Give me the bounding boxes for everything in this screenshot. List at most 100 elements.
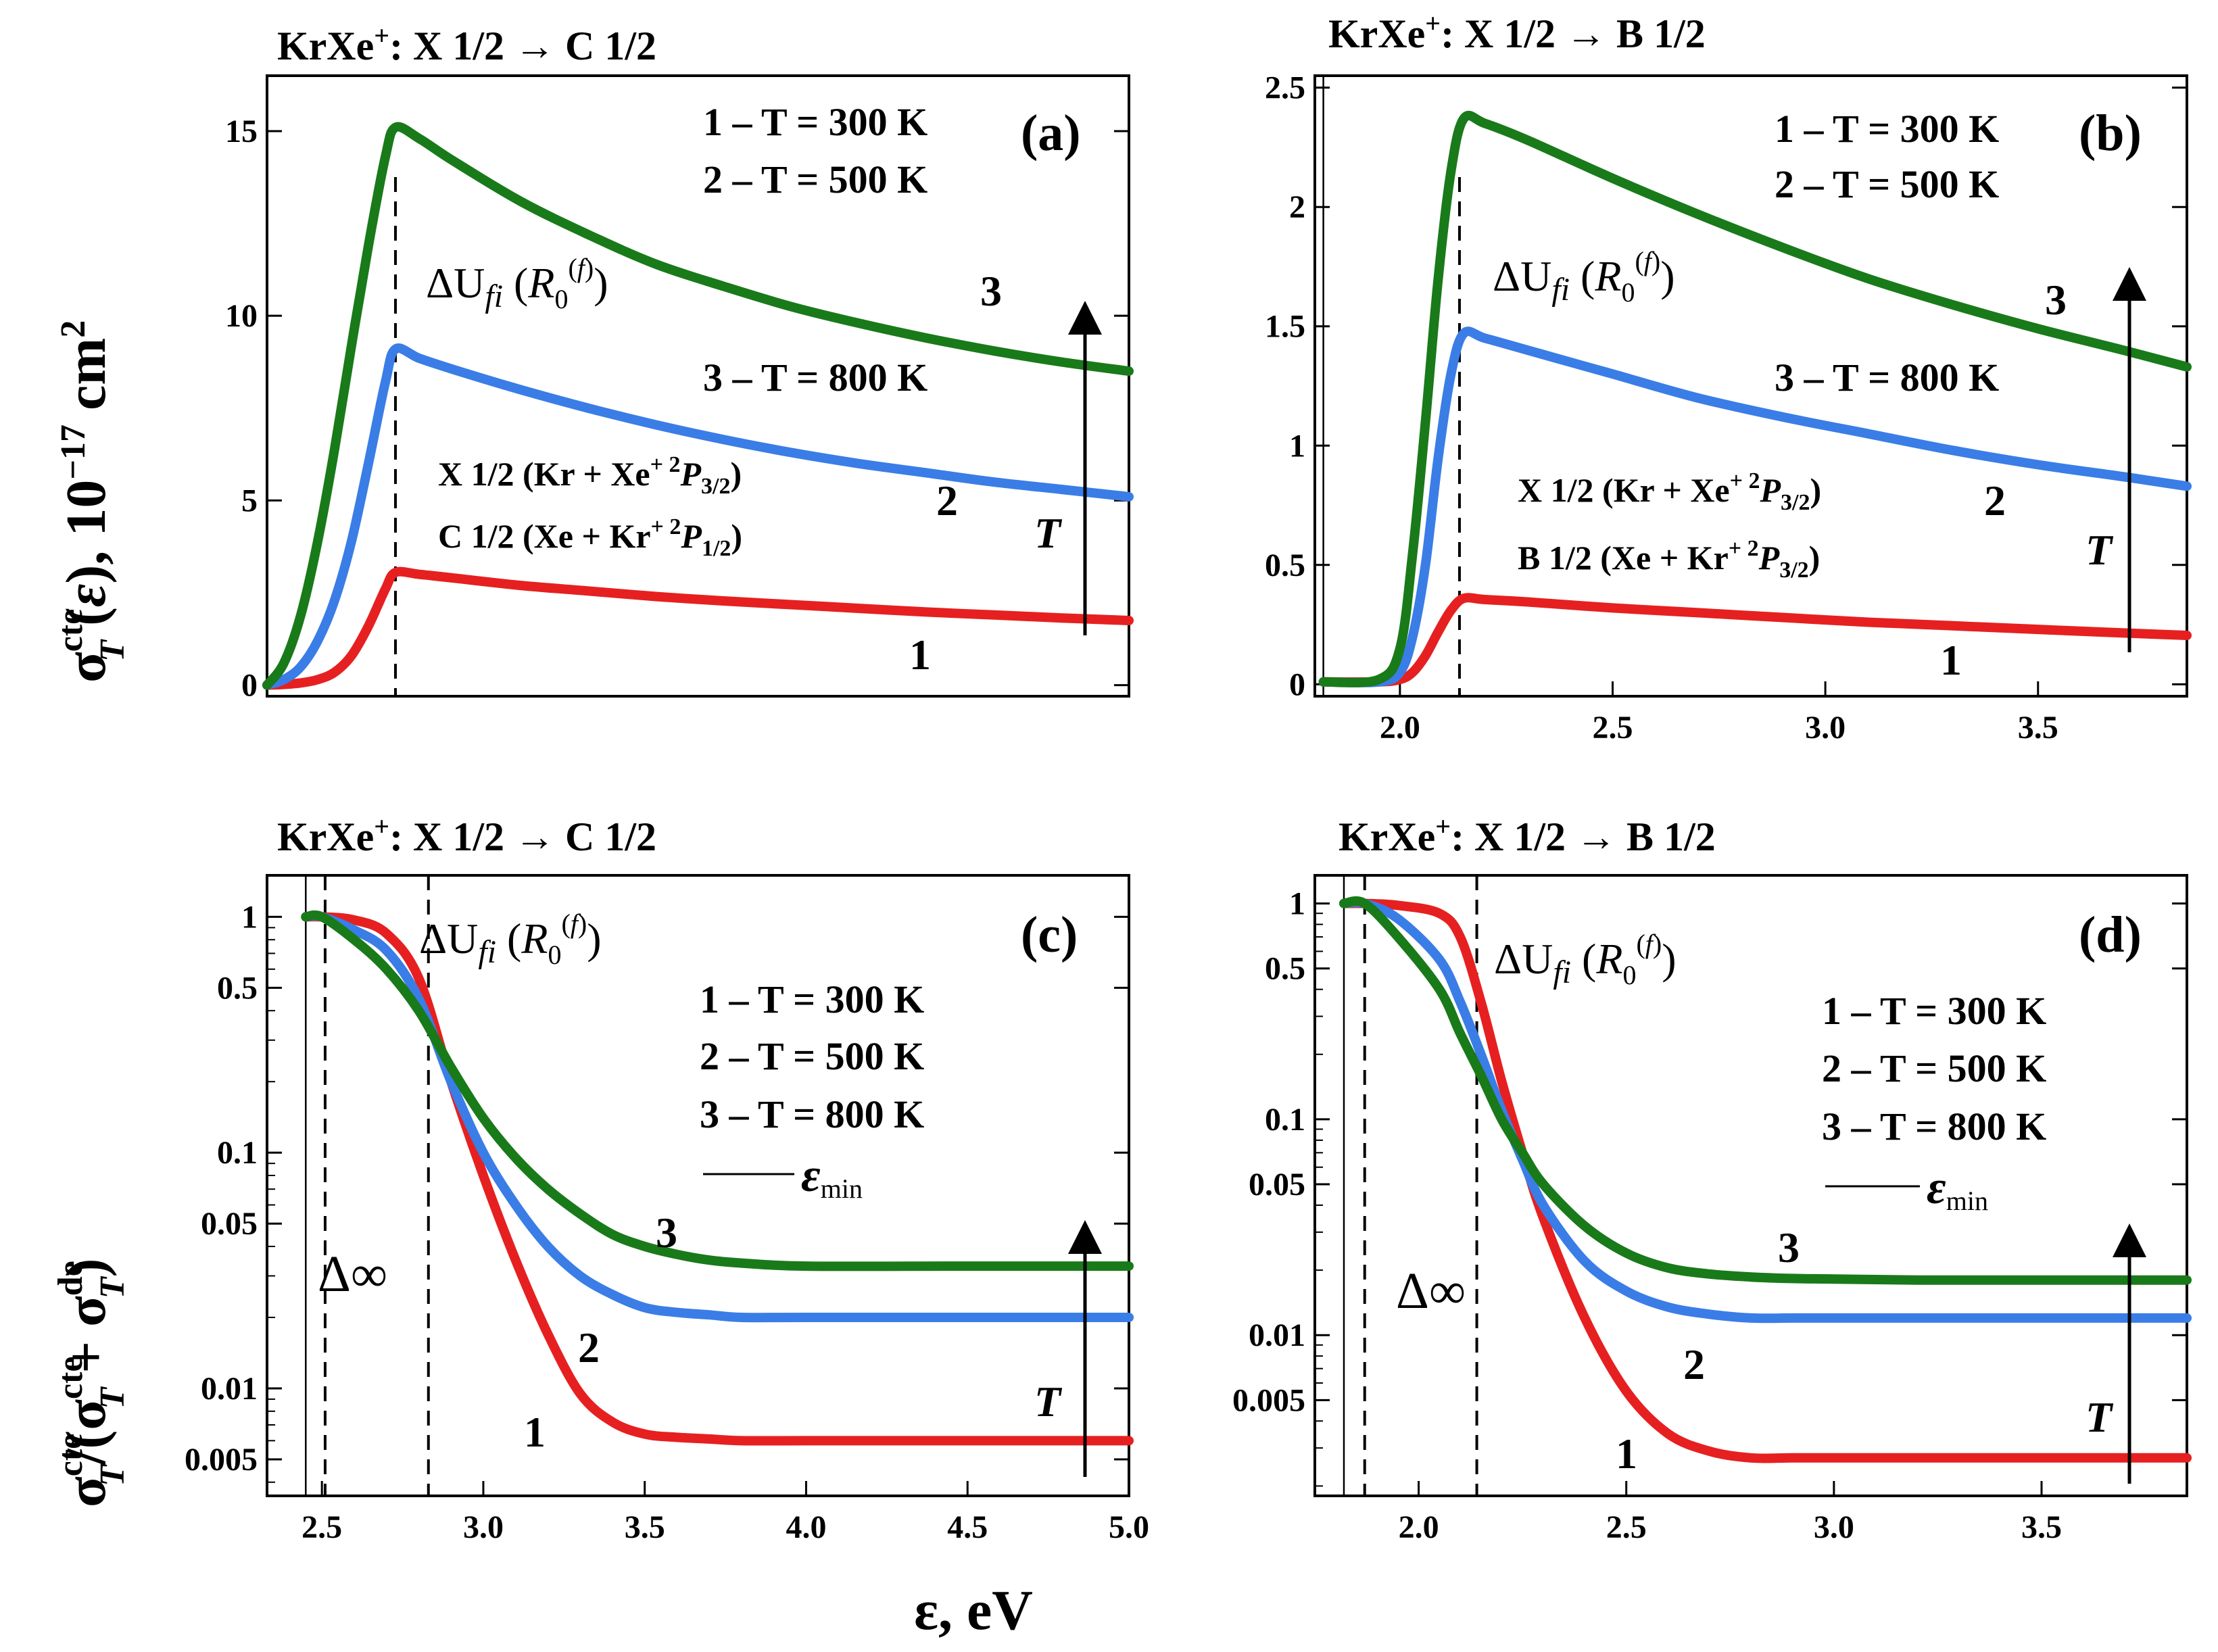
ytick-label-c-0: 0.005 — [185, 1442, 258, 1478]
series-line-a-2 — [262, 343, 1134, 690]
legend-d-3: 3 – T = 800 K — [1822, 1104, 2046, 1148]
panel-d-title: KrXe+: X 1/2 → B 1/2 — [1339, 811, 1716, 859]
panel-d-series — [1339, 896, 2192, 1463]
panel-b-label: (b) — [2079, 105, 2142, 162]
curve-label-b-3: 3 — [2045, 276, 2067, 324]
panel-a-series — [262, 122, 1134, 690]
panel-d-ticks: 0.005 0.01 0.05 0.1 0.5 1 2.0 2.5 3.0 3.5 — [1232, 886, 2187, 1545]
legend-b-3: 3 – T = 800 K — [1775, 356, 1999, 399]
panel-b-frame — [1313, 74, 2188, 698]
panel-b-delta-u: ΔUfi (R0(f)) — [1493, 246, 1675, 308]
curve-label-d-2: 2 — [1683, 1340, 1705, 1388]
panel-c-delta-u: ΔUfi (R0(f)) — [419, 908, 602, 970]
xtick-label-d-1: 2.5 — [1606, 1509, 1647, 1545]
panel-c-label: (c) — [1021, 906, 1078, 963]
ytick-label-a-1: 5 — [241, 483, 258, 518]
panel-a-yticks: 0 5 10 15 — [225, 114, 1129, 704]
xtick-label-c-4: 4.5 — [947, 1509, 988, 1545]
temperature-arrow-c-label: T — [1034, 1378, 1063, 1426]
y-axis-label-top: σcteT (ε), 10−17 cm2 — [51, 320, 132, 683]
panel-d-delta-inf: Δ∞ — [1396, 1263, 1466, 1319]
temperature-arrow-d-label: T — [2086, 1393, 2114, 1441]
ytick-label-d-4: 0.5 — [1265, 951, 1305, 987]
panel-d-frame — [1313, 874, 2188, 1497]
xtick-label-b-0: 2.0 — [1380, 710, 1420, 746]
ytick-label-b-5: 2.5 — [1265, 70, 1305, 106]
xtick-label-b-3: 3.5 — [2018, 710, 2058, 746]
panel-a-reference-lines — [266, 76, 397, 696]
ytick-label-b-0: 0 — [1289, 666, 1305, 702]
temperature-arrow-b-label: T — [2086, 526, 2114, 574]
ytick-label-a-3: 15 — [225, 114, 258, 149]
panel-b-ticks: 0 0.5 1 1.5 2 2.5 2.0 2.5 3.0 3.5 — [1265, 70, 2187, 746]
xtick-label-d-3: 3.5 — [2021, 1509, 2062, 1545]
panel-b-reference-lines — [1322, 76, 1461, 696]
curve-label-b-2: 2 — [1984, 477, 2006, 525]
panel-a-config-y: C 1/2 (Xe + Kr+ 2P1/2) — [438, 514, 742, 561]
xtick-label-b-2: 3.0 — [1805, 710, 1846, 746]
xtick-label-c-0: 2.5 — [302, 1509, 342, 1545]
ytick-label-c-3: 0.1 — [217, 1135, 258, 1171]
xtick-label-c-3: 4.0 — [786, 1509, 826, 1545]
temperature-arrow-a-label: T — [1034, 509, 1063, 557]
legend-d-emin: εmin — [1927, 1162, 1988, 1216]
panel-b: KrXe+: X 1/2 → B 1/2 0 0.5 1 1.5 2 2.5 2.0 2.5 3… — [1265, 8, 2192, 746]
ytick-label-d-0: 0.005 — [1232, 1382, 1305, 1418]
panel-d: KrXe+: X 1/2 → B 1/2 0.005 0.01 0.05 0.1 0.5… — [1232, 811, 2192, 1545]
panel-a: KrXe+: X 1/2 → C 1/2 0 5 10 15 (a) 1 – T = … — [225, 20, 1134, 704]
curve-label-c-2: 2 — [578, 1323, 600, 1371]
ytick-label-b-4: 2 — [1289, 189, 1305, 225]
panel-b-series — [1318, 110, 2192, 687]
legend-d-2: 2 – T = 500 K — [1822, 1046, 2046, 1090]
panel-c-reference-lines — [305, 875, 430, 1496]
ytick-label-c-2: 0.05 — [201, 1206, 258, 1242]
ytick-label-d-3: 0.1 — [1265, 1102, 1305, 1138]
legend-b-2: 2 – T = 500 K — [1775, 162, 1999, 206]
legend-c-3: 3 – T = 800 K — [700, 1092, 924, 1136]
x-axis-label: ε, eV — [914, 1579, 1033, 1642]
curve-label-a-2: 2 — [936, 477, 958, 525]
series-line-d-1 — [1339, 898, 2192, 1463]
panel-b-config-y: B 1/2 (Xe + Kr+ 2P3/2) — [1518, 536, 1820, 583]
ytick-label-d-2: 0.05 — [1249, 1167, 1305, 1202]
series-line-a-3 — [262, 122, 1134, 690]
curve-label-b-1: 1 — [1940, 636, 1962, 684]
panel-a-delta-u: ΔUfi (R0(f)) — [426, 253, 608, 314]
panel-c-ticks: 0.005 0.01 0.05 0.1 0.5 1 2.5 3.0 3.5 4.0 4.5 5.0 — [185, 899, 1149, 1545]
series-line-d-2 — [1339, 897, 2192, 1323]
ytick-label-c-4: 0.5 — [217, 970, 258, 1006]
xtick-label-d-0: 2.0 — [1399, 1509, 1439, 1545]
ytick-label-b-2: 1 — [1289, 428, 1305, 464]
series-line-d-3 — [1339, 896, 2192, 1285]
y-axis-label-bottom: σcteT/(σcteT + σdeT) — [51, 1258, 132, 1507]
series-line-b-3 — [1318, 110, 2192, 687]
curve-label-a-3: 3 — [980, 267, 1002, 315]
legend-c-1: 1 – T = 300 K — [700, 977, 924, 1021]
curve-label-c-3: 3 — [656, 1209, 677, 1257]
series-line-a-1 — [262, 566, 1134, 690]
ytick-label-b-1: 0.5 — [1265, 548, 1305, 583]
legend-c-2: 2 – T = 500 K — [700, 1034, 924, 1078]
curve-label-a-1: 1 — [909, 631, 931, 679]
legend-a-2: 2 – T = 500 K — [703, 157, 927, 201]
xtick-label-c-1: 3.0 — [463, 1509, 504, 1545]
series-line-b-2 — [1318, 326, 2192, 687]
legend-b-1: 1 – T = 300 K — [1775, 107, 1999, 151]
ytick-label-a-2: 10 — [225, 298, 258, 334]
xtick-label-c-2: 3.5 — [625, 1509, 665, 1545]
series-line-c-3 — [301, 910, 1134, 1271]
legend-a-3: 3 – T = 800 K — [703, 356, 927, 399]
legend-a-1: 1 – T = 300 K — [703, 100, 927, 144]
ytick-label-b-3: 1.5 — [1265, 309, 1305, 345]
xtick-label-b-1: 2.5 — [1592, 710, 1633, 746]
xtick-label-d-2: 3.0 — [1814, 1509, 1854, 1545]
panel-c-series — [301, 910, 1134, 1446]
ytick-label-c-5: 1 — [241, 899, 258, 935]
xtick-label-c-5: 5.0 — [1109, 1509, 1149, 1545]
panel-a-label: (a) — [1021, 105, 1081, 162]
ytick-label-c-1: 0.01 — [201, 1371, 258, 1407]
series-line-b-1 — [1318, 593, 2192, 687]
curve-label-c-1: 1 — [524, 1408, 546, 1456]
panel-d-reference-lines — [1343, 875, 1478, 1496]
series-line-c-2 — [301, 910, 1134, 1323]
